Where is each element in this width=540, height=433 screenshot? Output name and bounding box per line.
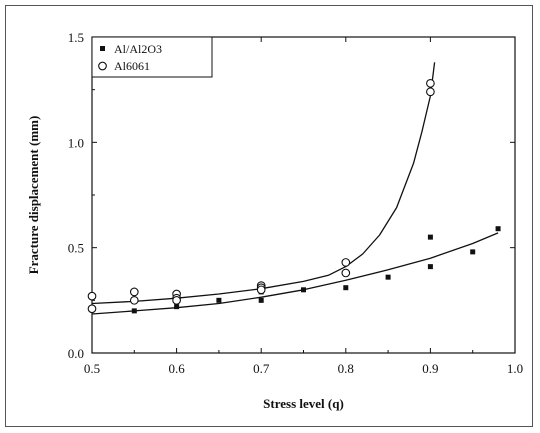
legend-box (91, 36, 213, 78)
legend-marker-al6061 (98, 61, 107, 71)
data-point-al6061 (426, 87, 435, 97)
x-axis-title: Stress level (q) (263, 396, 344, 411)
x-tick-label: 0.7 (253, 361, 270, 376)
data-point-al6061 (87, 291, 97, 301)
data-point-al-al2o3 (427, 234, 433, 240)
data-point-al-al2o3 (301, 287, 306, 293)
data-point-al6061 (341, 268, 351, 278)
data-point-al-al2o3 (258, 297, 264, 303)
figure-frame (5, 5, 533, 427)
fit-curve-al6061 (91, 62, 436, 305)
y-tick-label: 0.0 (68, 346, 84, 361)
axis-ticks: 0.5 0.6 0.7 0.8 0.9 1.00.00.51.01.5 (68, 30, 523, 376)
data-point-al-al2o3 (131, 308, 137, 314)
plot-area (91, 36, 516, 354)
y-tick-label: 1.5 (68, 30, 84, 45)
x-tick-label: 0.5 (84, 361, 100, 376)
data-point-al-al2o3 (385, 274, 391, 280)
data-point-al-al2o3 (174, 304, 180, 310)
data-point-al-al2o3 (427, 264, 433, 270)
data-point-al6061 (172, 295, 181, 305)
legend-label-al-al2o3: Al/Al2O3 (114, 42, 162, 56)
data-point-al6061 (129, 287, 139, 297)
data-point-al-al2o3 (470, 249, 476, 255)
y-tick-label: 1.0 (68, 135, 84, 150)
data-point-al6061 (87, 304, 97, 314)
legend-marker-al-al2o3 (100, 46, 105, 51)
data-point-al-al2o3 (495, 226, 501, 232)
x-tick-label: 0.8 (338, 361, 354, 376)
data-point-al6061 (426, 78, 435, 88)
legend-label-al6061: Al6061 (114, 59, 150, 73)
data-point-al-al2o3 (343, 285, 349, 291)
fit-curves (91, 62, 499, 315)
data-point-al-al2o3 (216, 297, 222, 303)
y-tick-label: 0.5 (68, 241, 84, 256)
x-tick-label: 0.9 (422, 361, 438, 376)
x-tick-label: 0.6 (168, 361, 185, 376)
y-axis-title: Fracture displacement (mm) (26, 116, 41, 275)
data-point-al6061 (129, 295, 139, 305)
data-point-al6061 (256, 285, 266, 295)
legend: Al/Al2O3 Al6061 (91, 36, 213, 78)
x-tick-label: 1.0 (507, 361, 523, 376)
data-points (87, 78, 501, 314)
fit-curve-al-al2o3 (91, 232, 499, 315)
data-point-al6061 (341, 258, 351, 267)
